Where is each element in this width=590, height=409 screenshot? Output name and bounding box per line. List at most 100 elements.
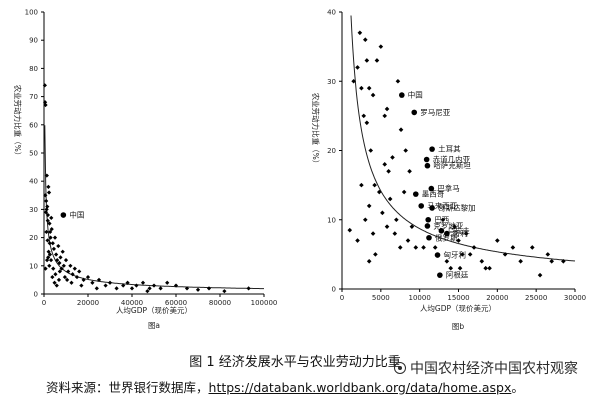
data-point	[103, 283, 108, 288]
data-point	[147, 286, 152, 291]
data-point	[452, 224, 457, 229]
point-label: 土耳其	[438, 144, 461, 154]
data-point	[529, 245, 535, 250]
x-tick-label: 60000	[165, 299, 187, 307]
data-point	[407, 168, 412, 174]
data-point	[351, 78, 356, 84]
data-point	[47, 252, 53, 257]
data-point	[370, 92, 376, 98]
data-point	[72, 266, 77, 271]
data-point	[401, 189, 407, 195]
data-point	[440, 217, 446, 223]
y-tick-label: 50	[29, 150, 38, 158]
data-point	[392, 231, 398, 236]
point-label: 罗马尼亚	[420, 108, 450, 117]
y-tick-label: 100	[25, 9, 38, 17]
wechat-icon	[394, 362, 406, 374]
data-point	[48, 235, 53, 240]
data-point	[43, 210, 49, 215]
point-label: 阿根廷	[446, 270, 469, 280]
data-point	[510, 245, 516, 250]
x-tick-label: 15000	[447, 294, 469, 302]
x-tick-label: 0	[42, 299, 46, 307]
y-axis-title: 农业劳动力比重（%）	[311, 93, 321, 168]
data-point	[165, 280, 170, 285]
data-point	[394, 217, 399, 223]
point-label: 巴拿马	[437, 183, 460, 193]
data-point	[364, 58, 370, 63]
data-point	[359, 182, 364, 188]
highlight-point	[412, 191, 419, 197]
data-point	[479, 259, 485, 264]
data-point	[134, 283, 139, 288]
data-point	[366, 85, 372, 91]
data-point	[363, 217, 368, 223]
data-point	[456, 238, 461, 243]
y-tick-label: 30	[29, 206, 38, 214]
point-label: 马来西亚	[427, 201, 457, 210]
data-point	[405, 238, 411, 243]
point-label: 赤道几内亚	[433, 154, 471, 164]
data-point	[487, 265, 492, 271]
point-label: 哈萨克斯坦	[433, 160, 471, 170]
data-point	[54, 252, 59, 257]
trend-curve	[350, 15, 576, 262]
data-point	[52, 280, 57, 285]
data-point	[57, 269, 62, 274]
data-point	[409, 224, 415, 229]
data-point	[44, 198, 49, 204]
data-point	[50, 241, 55, 246]
y-tick-label: 70	[29, 93, 38, 101]
data-point	[372, 182, 377, 188]
data-point	[448, 265, 454, 271]
data-point	[549, 259, 554, 264]
data-point	[49, 215, 54, 220]
data-point	[51, 266, 56, 271]
data-point	[45, 238, 50, 243]
data-point	[43, 102, 48, 108]
data-point	[46, 190, 52, 195]
data-point	[44, 229, 49, 235]
figure-caption: 图 1 经济发展水平与农业劳动力比重	[189, 355, 401, 370]
data-point	[398, 127, 404, 133]
data-point	[74, 274, 80, 280]
data-point	[129, 286, 135, 291]
highlight-point	[425, 216, 432, 223]
data-point	[347, 227, 353, 233]
data-point	[51, 246, 56, 251]
highlight-point	[411, 109, 418, 116]
data-point	[44, 258, 50, 263]
x-tick-label: 80000	[209, 299, 231, 307]
data-point	[121, 283, 126, 288]
watermark-text: 中国农村经济中国农村观察	[410, 361, 578, 377]
data-point	[114, 286, 119, 291]
data-point	[382, 162, 388, 167]
point-label: 中国	[69, 210, 84, 220]
data-point	[81, 277, 86, 282]
data-point	[471, 245, 477, 250]
y-tick-label: 10	[29, 262, 38, 270]
data-point	[457, 265, 463, 271]
data-point	[60, 249, 65, 254]
data-point	[77, 269, 82, 274]
data-point	[421, 245, 426, 250]
data-point	[483, 265, 488, 271]
x-tick-label: 40000	[121, 299, 143, 307]
data-point	[45, 212, 51, 218]
data-point	[222, 289, 227, 294]
data-point	[366, 203, 372, 209]
data-point	[43, 266, 48, 271]
data-point	[55, 258, 60, 263]
data-point	[184, 286, 190, 291]
source-url[interactable]: https://databank.worldbank.org/data/home…	[208, 380, 512, 395]
trend-curve	[44, 125, 264, 290]
data-point	[537, 272, 543, 278]
data-point	[43, 193, 48, 198]
panel-label: 图a	[148, 321, 160, 330]
data-point	[158, 286, 163, 291]
chart-panel-b: 0 10 20 30 40 0 5000 10000 15000 20000 25000 30000 人…	[311, 9, 586, 332]
data-point	[432, 245, 438, 250]
y-tick-label: 80	[29, 65, 38, 73]
data-point	[413, 245, 419, 250]
